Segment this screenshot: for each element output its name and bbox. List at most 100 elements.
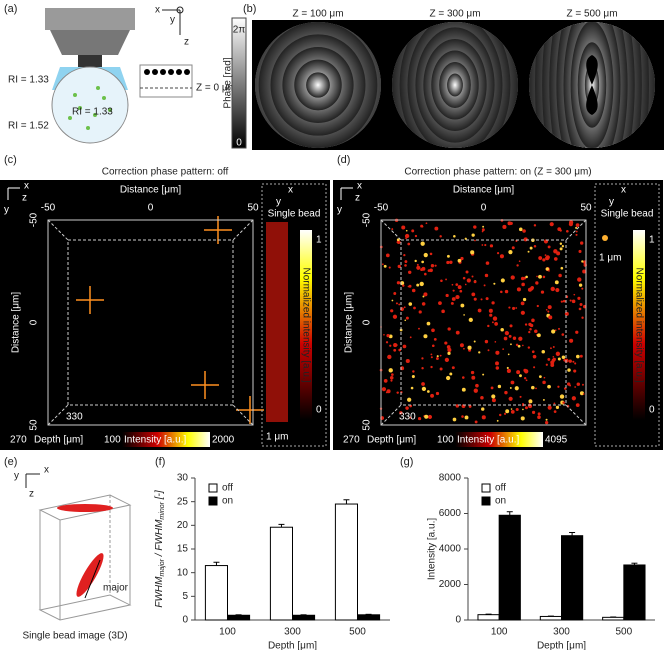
- bead-spot: [550, 360, 555, 365]
- bead-spot: [451, 283, 454, 286]
- bead-spot: [516, 287, 521, 292]
- x-axis-label: Depth [μm]: [268, 641, 317, 650]
- bead-spot: [495, 366, 500, 370]
- depth-near: 270: [343, 435, 360, 446]
- bead-spot: [383, 264, 387, 268]
- bead-spot: [407, 285, 410, 288]
- bead-spot: [494, 341, 497, 343]
- bead-spot: [580, 392, 583, 395]
- bead-spot: [525, 379, 528, 382]
- x-tick-label: 100: [491, 627, 508, 638]
- bead-spot: [464, 237, 467, 240]
- intensity-label: Intensity [a.u.]: [124, 435, 186, 446]
- bead-spot: [452, 289, 455, 292]
- bead-spot: [563, 358, 566, 362]
- bead-spot: [551, 329, 556, 334]
- scale-label: 1 μm: [599, 253, 621, 264]
- panel-label: (a): [4, 3, 17, 15]
- bead-spot: [522, 408, 524, 411]
- bead-spot: [409, 416, 412, 419]
- bead-spot: [481, 407, 485, 411]
- bead-spot: [541, 349, 546, 354]
- bead-spot: [518, 336, 523, 341]
- bead-spot: [562, 299, 566, 303]
- bead-spot: [528, 322, 532, 327]
- bead-spot: [416, 265, 421, 270]
- axis-y: y: [4, 205, 9, 216]
- x-tick-label: 100: [219, 627, 236, 638]
- bead-spot: [524, 406, 528, 410]
- bead-spot: [423, 252, 428, 258]
- bead-spot: [416, 283, 420, 287]
- norm-colorbar: [633, 230, 645, 420]
- bead-spot: [381, 387, 387, 392]
- bead-spot: [411, 229, 415, 233]
- bead-spot: [470, 370, 475, 375]
- depth-far: 330: [399, 412, 416, 423]
- bead-spot: [510, 275, 515, 280]
- bead-spot: [413, 306, 416, 310]
- bead-spot: [393, 292, 397, 295]
- phase-title: Z = 100 μm: [292, 9, 343, 20]
- phase-pattern: [529, 22, 655, 148]
- bar: [498, 514, 521, 621]
- bead-spot: [510, 380, 515, 385]
- bead-spot: [575, 233, 578, 236]
- bead-spot: [412, 370, 415, 373]
- norm-colorbar: [300, 230, 312, 420]
- panel-e: (e) major Single bead image (3D) x y z: [4, 456, 132, 642]
- norm-max: 1: [316, 235, 322, 246]
- bead-spot: [514, 386, 519, 391]
- bead-spot: [461, 387, 466, 392]
- y-label-part: FWHM: [154, 576, 165, 608]
- bead-spot: [529, 327, 532, 331]
- bead-spot: [576, 382, 581, 386]
- bead-spot: [455, 294, 460, 300]
- objective: [45, 8, 135, 30]
- bead-spot: [575, 223, 580, 228]
- bead-spot: [496, 252, 500, 255]
- bead-spot: [547, 310, 550, 313]
- bar: [227, 614, 251, 621]
- bead-spot: [460, 303, 465, 308]
- bead-spot: [398, 348, 402, 352]
- bead-spot: [445, 375, 451, 381]
- bead-spot: [520, 416, 525, 421]
- bead-spot: [473, 225, 477, 229]
- panel-label: (b): [243, 3, 256, 15]
- y-tick-label: 15: [177, 544, 189, 555]
- bead-spot: [524, 323, 528, 326]
- ri-water: RI = 1.33: [8, 75, 49, 86]
- bead-spot: [422, 295, 425, 298]
- bead-spot: [431, 344, 435, 348]
- bead-spot: [419, 281, 424, 287]
- bead-spot: [544, 420, 549, 425]
- bead-spot: [511, 246, 515, 250]
- bead-spot: [510, 410, 515, 414]
- y-tick-label: 0: [362, 319, 373, 325]
- bead-spot: [531, 318, 535, 323]
- inner-box: [400, 239, 567, 406]
- x-axis-label: Depth [μm]: [537, 641, 586, 650]
- x-tick-label: 50: [580, 203, 592, 214]
- bead-spot: [396, 281, 401, 285]
- bead-spot: [418, 327, 420, 330]
- bead-spot: [564, 311, 569, 316]
- bead-spot: [531, 410, 536, 414]
- bead-spot: [390, 379, 393, 382]
- bar: [292, 614, 316, 621]
- bead-spot: [414, 234, 418, 238]
- bead-spot: [552, 345, 555, 348]
- depth-label: Depth [μm]: [367, 435, 416, 446]
- bead-spot: [516, 370, 521, 375]
- bead-spot: [582, 269, 587, 274]
- bead-spot: [389, 344, 392, 347]
- bead-spot: [434, 226, 439, 231]
- bead-spot: [408, 302, 413, 306]
- x-axis-label: Distance [μm]: [453, 185, 515, 196]
- bead-spot: [447, 351, 451, 355]
- bead-spot: [447, 347, 452, 352]
- bead-spot: [529, 246, 533, 250]
- bead-spot: [421, 357, 424, 360]
- bead-spot: [569, 299, 572, 302]
